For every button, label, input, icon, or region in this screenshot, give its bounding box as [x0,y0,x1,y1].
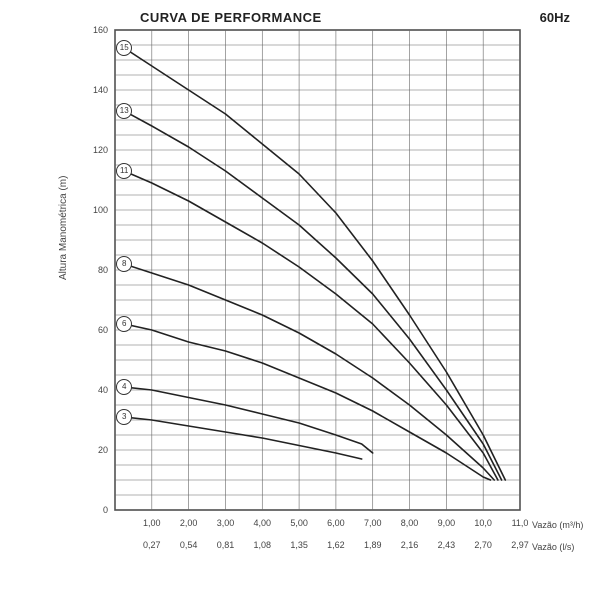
x-tick-label: 3,00 [217,518,235,528]
y-tick-label: 140 [78,85,108,95]
x-tick-label: 2,00 [180,518,198,528]
series-label-bubble: 8 [116,256,132,272]
y-tick-label: 40 [78,385,108,395]
series-label-bubble: 6 [116,316,132,332]
x-tick-label: 1,00 [143,518,161,528]
chart-container: CURVA DE PERFORMANCE 60Hz Altura Manomét… [0,0,600,600]
y-tick-label: 100 [78,205,108,215]
x-tick-label-2: 1,89 [364,540,382,550]
y-tick-label: 20 [78,445,108,455]
y-tick-label: 80 [78,265,108,275]
y-tick-label: 120 [78,145,108,155]
x-tick-label: 10,0 [474,518,492,528]
x-tick-label: 8,00 [401,518,419,528]
x-tick-label: 9,00 [438,518,456,528]
x-tick-label-2: 1,62 [327,540,345,550]
x-tick-label-2: 1,35 [290,540,308,550]
x-tick-label-2: 2,70 [474,540,492,550]
series-label-bubble: 15 [116,40,132,56]
y-tick-label: 0 [78,505,108,515]
x-tick-label: 4,00 [254,518,272,528]
series-label-bubble: 4 [116,379,132,395]
x-tick-label: 5,00 [290,518,308,528]
y-tick-label: 160 [78,25,108,35]
x-tick-label-2: 2,97 [511,540,529,550]
x-tick-label-2: 0,81 [217,540,235,550]
x-axis-label-2: Vazão (l/s) [532,542,574,552]
x-tick-label: 7,00 [364,518,382,528]
x-tick-label: 6,00 [327,518,345,528]
x-axis-label-1: Vazão (m³/h) [532,520,583,530]
series-label-bubble: 13 [116,103,132,119]
x-tick-label-2: 0,27 [143,540,161,550]
series-label-bubble: 11 [116,163,132,179]
x-tick-label-2: 2,43 [438,540,456,550]
x-tick-label-2: 2,16 [401,540,419,550]
y-tick-label: 60 [78,325,108,335]
x-tick-label-2: 1,08 [254,540,272,550]
series-label-bubble: 3 [116,409,132,425]
x-tick-label: 11,0 [512,518,529,528]
x-tick-label-2: 0,54 [180,540,198,550]
